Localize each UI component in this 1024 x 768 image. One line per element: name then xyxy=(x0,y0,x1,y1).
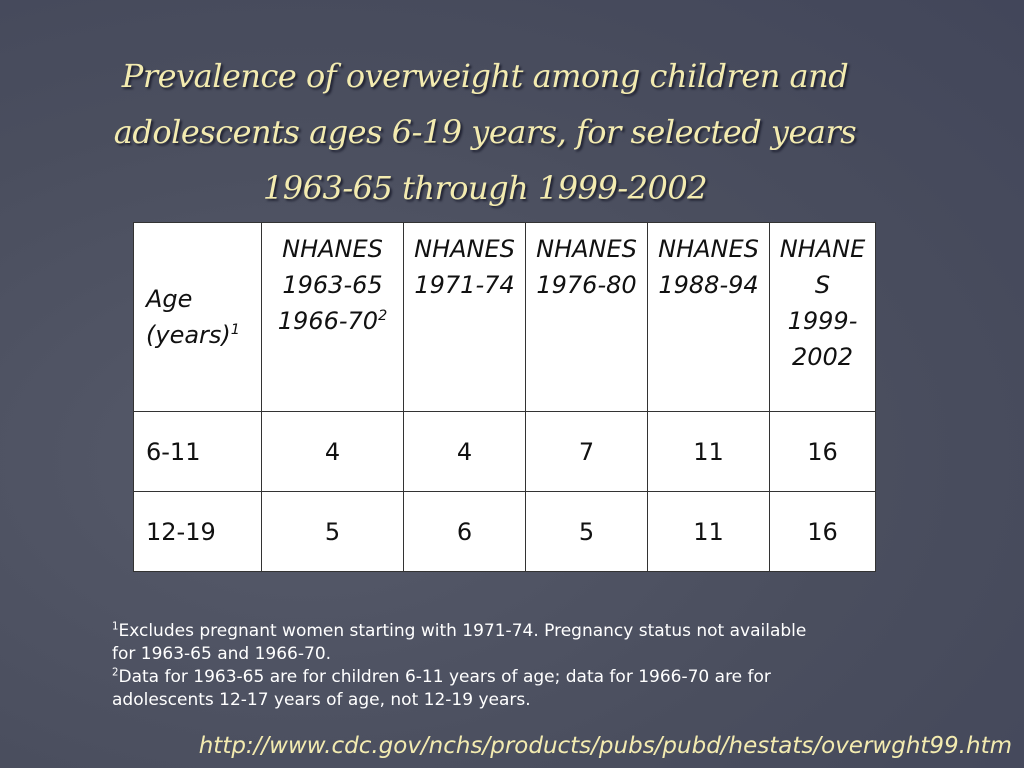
footnote-mark: 2 xyxy=(112,667,119,679)
table-cell: 16 xyxy=(769,411,876,492)
column-header: NHANES 1976-80 xyxy=(525,222,648,412)
table-cell: 4 xyxy=(403,411,526,492)
table-body: 6-11 4 4 7 11 16 12-19 5 6 5 11 16 xyxy=(133,411,876,572)
column-header: Age (years)1 xyxy=(133,222,262,412)
footnote-ref: 1 xyxy=(230,322,240,338)
table-row: 6-11 4 4 7 11 16 xyxy=(133,411,876,492)
header-text: NHANES 1988-94 xyxy=(658,235,759,299)
column-header: NHANES 1971-74 xyxy=(403,222,526,412)
header-text: NHANES 1971-74 xyxy=(414,235,515,299)
table-cell: 5 xyxy=(261,491,404,572)
table-cell: 5 xyxy=(525,491,648,572)
table-cell: 4 xyxy=(261,411,404,492)
table-cell: 16 xyxy=(769,491,876,572)
table-cell: 6-11 xyxy=(133,411,262,492)
footnote-text: Excludes pregnant women starting with 19… xyxy=(112,621,807,664)
column-header: NHANES 1988-94 xyxy=(647,222,770,412)
footnote-text: Data for 1963-65 are for children 6-11 y… xyxy=(112,667,771,710)
footnote-mark: 1 xyxy=(112,621,119,633)
footnote: 1Excludes pregnant women starting with 1… xyxy=(112,620,812,666)
table-row: 12-19 5 6 5 11 16 xyxy=(133,491,876,572)
header-text: NHANES 1999-2002 xyxy=(779,235,866,371)
table-cell: 11 xyxy=(647,411,770,492)
header-text: Age (years) xyxy=(146,285,231,349)
header-text: NHANES 1963-65 1966-70 xyxy=(277,235,383,335)
table-cell: 7 xyxy=(525,411,648,492)
table-cell: 12-19 xyxy=(133,491,262,572)
footnotes: 1Excludes pregnant women starting with 1… xyxy=(112,620,812,712)
header-row: Age (years)1 NHANES 1963-65 1966-702 NHANE… xyxy=(133,222,876,412)
data-table: Age (years)1 NHANES 1963-65 1966-702 NHANE… xyxy=(133,222,876,572)
source-link[interactable]: http://www.cdc.gov/nchs/products/pubs/pu… xyxy=(198,733,1012,759)
table-cell: 6 xyxy=(403,491,526,572)
column-header: NHANES 1963-65 1966-702 xyxy=(261,222,404,412)
footnote: 2Data for 1963-65 are for children 6-11 … xyxy=(112,666,812,712)
column-header: NHANES 1999-2002 xyxy=(769,222,876,412)
slide-title: Prevalence of overweight among children … xyxy=(113,57,857,207)
footnote-ref: 2 xyxy=(378,308,388,324)
header-text: NHANES 1976-80 xyxy=(536,235,637,299)
table-cell: 11 xyxy=(647,491,770,572)
